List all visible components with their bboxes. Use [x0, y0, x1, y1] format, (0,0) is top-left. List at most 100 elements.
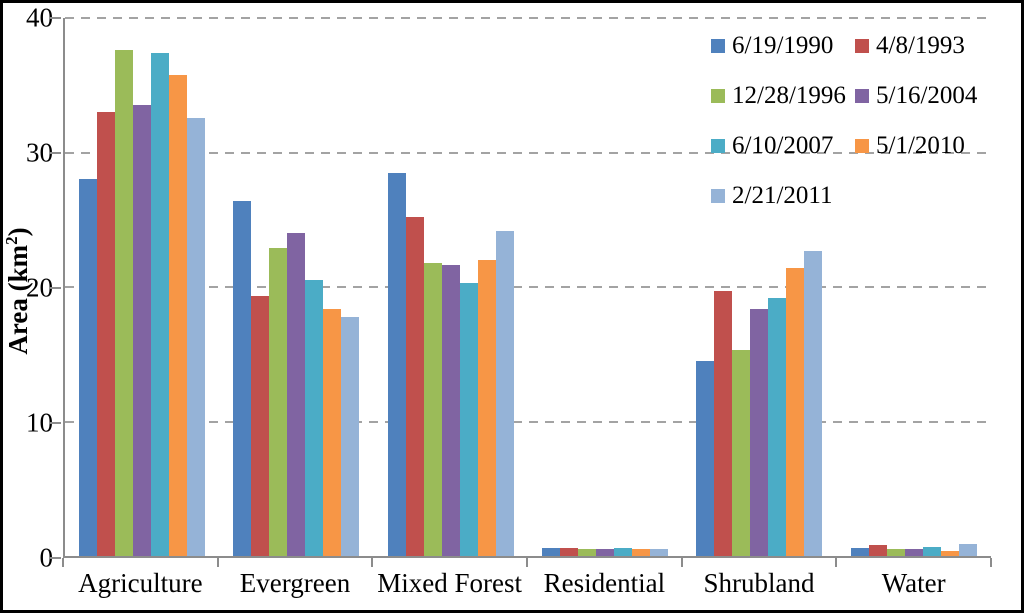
- bar: [922, 546, 941, 556]
- x-category-label: Water: [881, 568, 946, 598]
- x-tick-mark: [680, 558, 683, 567]
- x-tick-mark: [526, 558, 528, 567]
- x-tick-mark: [371, 558, 374, 567]
- bar: [768, 297, 787, 556]
- bar-groups: [65, 18, 991, 556]
- legend-swatch-icon: [711, 39, 725, 53]
- bar: [287, 233, 306, 556]
- x-tick-mark: [216, 558, 219, 567]
- bar: [850, 547, 869, 556]
- y-axis-tick-labels: 0 10 20 30 40: [3, 4, 53, 571]
- bar: [786, 268, 805, 556]
- bar: [387, 172, 406, 556]
- x-tick-mark: [62, 558, 64, 567]
- x-category-label: Mixed Forest: [377, 568, 523, 598]
- bar: [904, 549, 923, 556]
- legend-label: 6/10/2007: [732, 132, 834, 159]
- bar: [804, 250, 823, 556]
- bar: [341, 316, 360, 556]
- bar: [578, 549, 597, 556]
- legend-item: 6/19/1990: [711, 32, 855, 60]
- bar: [269, 248, 288, 556]
- gridline-30: [65, 151, 991, 154]
- gridline-40: [65, 17, 991, 19]
- legend: 6/19/1990 4/8/1993 12/28/1996 5/16/2004 6/10…: [711, 32, 977, 210]
- x-category-label: Evergreen: [239, 568, 351, 598]
- bar: [614, 547, 633, 556]
- legend-swatch-icon: [711, 89, 725, 103]
- bar-group-water: [837, 18, 991, 556]
- bar: [115, 50, 134, 556]
- y-tick-label: 0: [39, 542, 54, 573]
- plot-area: [63, 17, 991, 558]
- y-tick-mark: [49, 152, 61, 154]
- bar-group-mixed-forest: [374, 18, 528, 556]
- y-tick-label: 10: [26, 407, 53, 438]
- legend-swatch-icon: [855, 89, 869, 103]
- legend-item: 5/16/2004: [855, 82, 977, 110]
- legend-item: 12/28/1996: [711, 82, 855, 110]
- bar: [632, 549, 651, 556]
- bar: [650, 549, 669, 556]
- y-tick-label: 30: [26, 137, 53, 168]
- x-tick-mark: [835, 558, 838, 567]
- bar: [868, 545, 887, 556]
- x-category-label: Shrubland: [703, 568, 815, 598]
- bar: [714, 291, 733, 556]
- x-tick-mark: [990, 558, 992, 567]
- bar: [187, 117, 206, 556]
- bar: [233, 200, 252, 556]
- bar-group-residential: [528, 18, 682, 556]
- bar: [750, 308, 769, 556]
- bar-group-agriculture: [65, 18, 219, 556]
- bar: [151, 52, 170, 556]
- bar: [940, 550, 959, 556]
- bar: [251, 296, 270, 556]
- bar: [560, 547, 579, 556]
- bar: [323, 308, 342, 556]
- x-category-label: Residential: [543, 568, 666, 598]
- bar: [886, 549, 905, 556]
- legend-label: 5/16/2004: [876, 82, 978, 109]
- bar: [958, 543, 977, 556]
- bar: [79, 179, 98, 556]
- bar: [696, 360, 715, 556]
- legend-label: 5/1/2010: [876, 132, 965, 159]
- bar: [732, 350, 751, 556]
- x-axis-category-labels: Agriculture Evergreen Mixed Forest Resident…: [63, 567, 991, 599]
- legend-swatch-icon: [711, 189, 725, 203]
- legend-label: 2/21/2011: [732, 182, 833, 209]
- bar: [305, 280, 324, 556]
- bar: [405, 217, 424, 556]
- legend-label: 4/8/1993: [876, 32, 965, 59]
- y-tick-mark: [49, 422, 61, 424]
- bar: [596, 549, 615, 556]
- bar-group-shrubland: [682, 18, 836, 556]
- legend-item: 6/10/2007: [711, 132, 855, 160]
- bar: [169, 74, 188, 556]
- legend-item: 2/21/2011: [711, 182, 855, 210]
- legend-item: 5/1/2010: [855, 132, 977, 160]
- legend-swatch-icon: [855, 39, 869, 53]
- legend-swatch-icon: [711, 139, 725, 153]
- bar: [97, 112, 116, 556]
- gridline-20: [65, 286, 991, 288]
- y-tick-label: 20: [26, 272, 53, 303]
- y-tick-mark: [49, 557, 61, 559]
- bar: [477, 260, 496, 556]
- gridline-10: [65, 420, 991, 423]
- bar: [441, 265, 460, 556]
- y-tick-label: 40: [26, 2, 53, 33]
- y-tick-mark: [49, 17, 61, 19]
- legend-item: 4/8/1993: [855, 32, 977, 60]
- legend-swatch-icon: [855, 139, 869, 153]
- bar-group-evergreen: [219, 18, 373, 556]
- y-tick-mark: [49, 287, 61, 289]
- bar: [133, 105, 152, 556]
- legend-label: 12/28/1996: [732, 82, 846, 109]
- bar: [423, 262, 442, 556]
- bar: [495, 230, 514, 556]
- bar: [459, 282, 478, 556]
- legend-label: 6/19/1990: [732, 32, 834, 59]
